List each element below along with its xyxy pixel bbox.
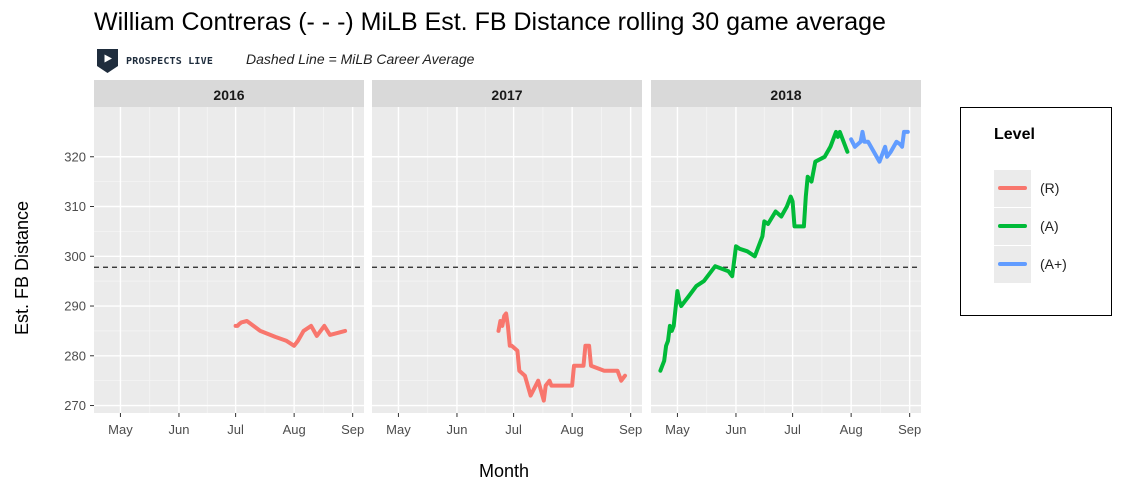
chart-subtitle: Dashed Line = MiLB Career Average	[246, 51, 475, 67]
x-tick-label: Aug	[561, 422, 584, 437]
legend-item-r: (R)	[994, 170, 1114, 207]
play-badge-icon	[97, 49, 118, 73]
legend-item-a: (A)	[994, 208, 1114, 245]
legend-key-a-plus	[994, 246, 1031, 283]
y-tick-label: 270	[64, 398, 86, 413]
y-tick-label: 320	[64, 149, 86, 164]
legend-title: Level	[994, 126, 1035, 143]
series-line-2017-r	[496, 311, 627, 403]
y-axis-title: Est. FB Distance	[12, 201, 32, 335]
facet-strip-2017	[372, 80, 642, 107]
x-tick-label: Jun	[725, 422, 746, 437]
x-tick-label: Jun	[168, 422, 189, 437]
panel-background-2017	[372, 107, 642, 413]
x-tick-label: May	[386, 422, 411, 437]
x-tick-label: Jul	[784, 422, 801, 437]
chart-title: William Contreras (- - -) MiLB Est. FB D…	[94, 8, 886, 36]
x-tick-label: Sep	[341, 422, 364, 437]
logo-text: PROSPECTS LIVE	[126, 55, 214, 67]
facet-label-2016: 2016	[213, 87, 244, 103]
legend-key-r	[994, 170, 1031, 207]
x-tick-label: Jul	[227, 422, 244, 437]
facet-strip-2018	[651, 80, 921, 107]
x-axis-title: Month	[479, 461, 529, 481]
series-line-2016-r	[233, 319, 348, 348]
x-tick-label: May	[665, 422, 690, 437]
panel-background-2016	[94, 107, 364, 413]
facet-label-2017: 2017	[491, 87, 522, 103]
x-tick-label: May	[108, 422, 133, 437]
legend-key-a	[994, 208, 1031, 245]
legend-label-r: (R)	[1040, 180, 1060, 196]
x-tick-label: Jun	[446, 422, 467, 437]
y-tick-label: 310	[64, 199, 86, 214]
x-tick-label: Jul	[505, 422, 522, 437]
prospects-live-logo: PROSPECTS LIVE	[97, 49, 213, 73]
series-line-2018-a-plus	[849, 129, 910, 164]
x-tick-label: Sep	[619, 422, 642, 437]
x-tick-label: Sep	[898, 422, 921, 437]
series-line-2018-a	[658, 129, 850, 373]
legend: Level (R) (A) (A+)	[960, 107, 1112, 316]
x-tick-label: Aug	[840, 422, 863, 437]
y-tick-label: 280	[64, 348, 86, 363]
legend-label-a-plus: (A+)	[1040, 256, 1067, 272]
facet-strip-2016	[94, 80, 364, 107]
y-tick-label: 290	[64, 299, 86, 314]
legend-label-a: (A)	[1040, 218, 1059, 234]
y-tick-label: 300	[64, 249, 86, 264]
x-tick-label: Aug	[283, 422, 306, 437]
legend-item-a-plus: (A+)	[994, 246, 1114, 283]
facet-label-2018: 2018	[770, 87, 801, 103]
